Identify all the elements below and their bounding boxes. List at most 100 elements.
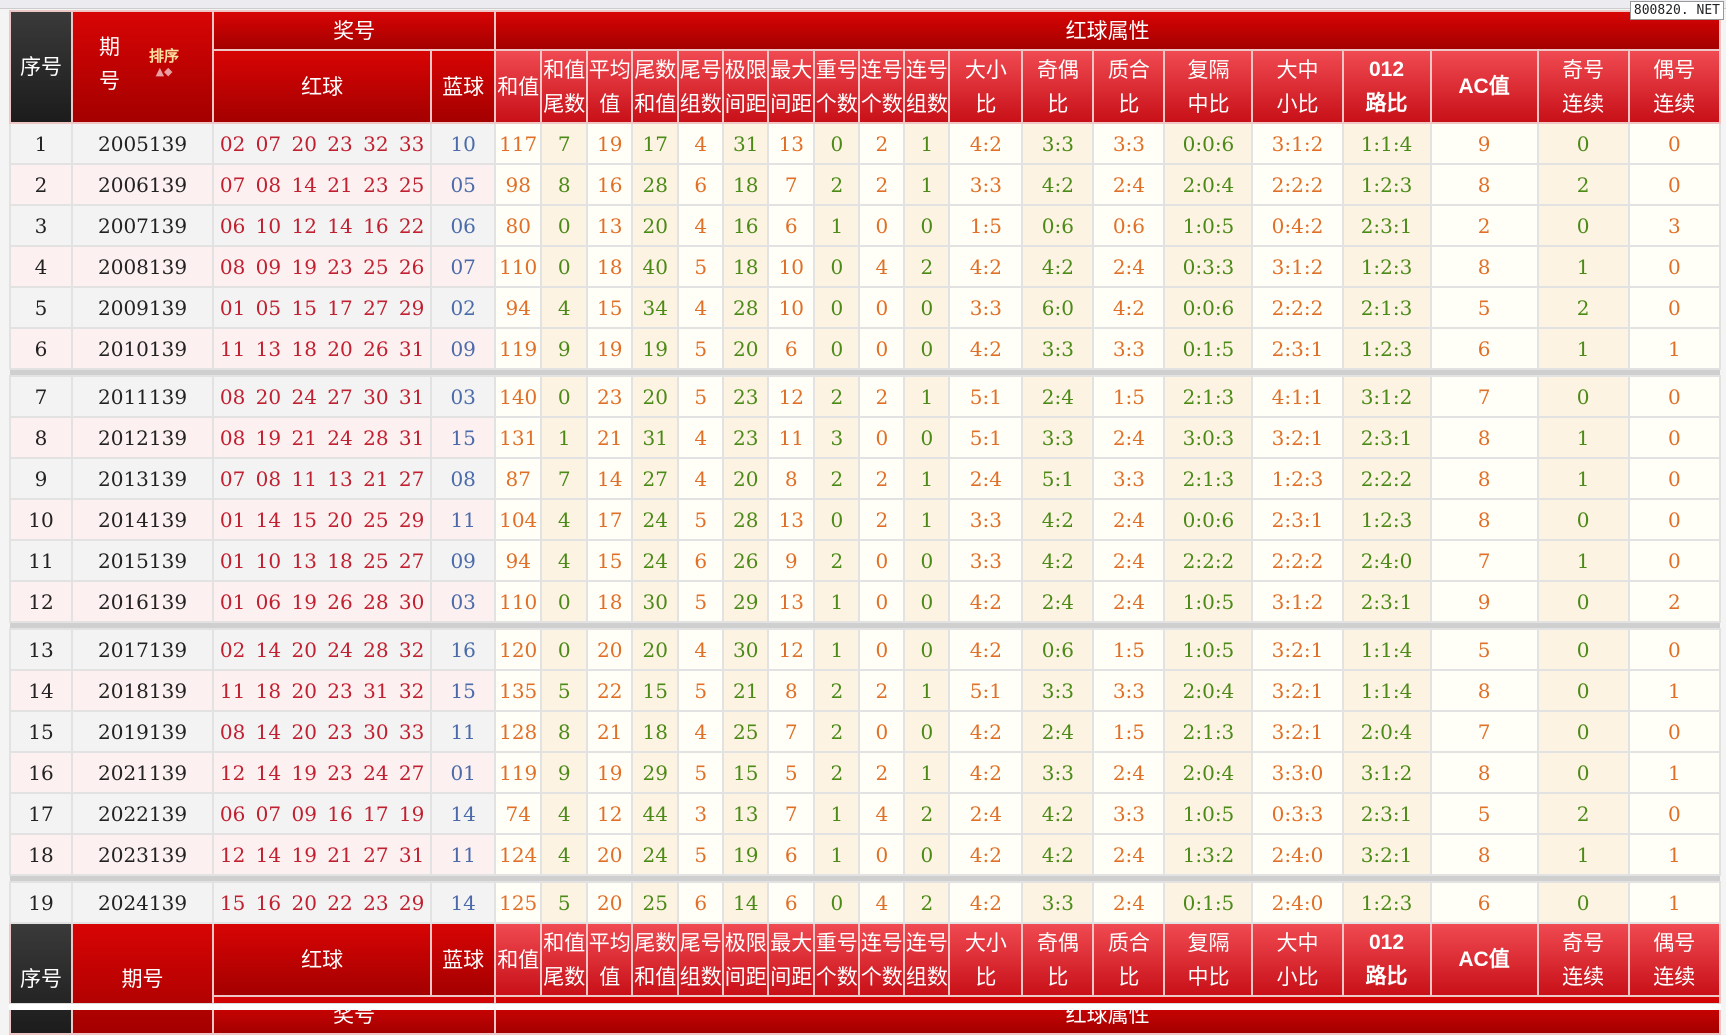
cell-attr-11: 4:2 (1021, 792, 1095, 835)
cell-attr-9: 0 (903, 833, 951, 876)
cell-attr-0: 110 (494, 245, 543, 288)
cell-attr-15: 1:2:3 (1341, 163, 1432, 206)
cell-attr-11: 2:4 (1021, 710, 1095, 753)
footer-attr-12: 质合 比 (1092, 922, 1166, 997)
cell-attr-1: 7 (540, 122, 589, 165)
sort-button[interactable]: 排序 ▲◆ (149, 47, 180, 78)
cell-red-balls: 07 08 11 13 21 27 (212, 457, 433, 500)
cell-red-balls: 07 08 14 21 23 25 (212, 163, 433, 206)
cell-attr-11: 5:1 (1021, 457, 1095, 500)
cell-attr-1: 9 (540, 751, 589, 794)
cell-attr-0: 110 (494, 580, 543, 623)
cell-red-balls: 02 07 20 23 32 33 (212, 122, 433, 165)
sort-arrows-icon[interactable]: ▲◆ (155, 65, 173, 78)
cell-attr-10: 4:2 (948, 327, 1024, 370)
cell-attr-2: 16 (586, 163, 634, 206)
cell-issue: 2012139 (71, 416, 215, 459)
cell-attr-10: 2:4 (948, 792, 1024, 835)
cell-attr-18: 0 (1627, 710, 1722, 753)
cell-attr-11: 4:2 (1021, 833, 1095, 876)
cell-attr-8: 0 (858, 286, 906, 329)
footer-area (9, 1003, 1721, 1010)
cell-blue-ball: 09 (430, 327, 497, 370)
cell-attr-12: 2:4 (1092, 580, 1166, 623)
cell-issue: 2010139 (71, 327, 215, 370)
cell-attr-9: 0 (903, 416, 951, 459)
header-attr-2: 平均 值 (586, 49, 634, 124)
cell-issue: 2021139 (71, 751, 215, 794)
footer-attr-17: 奇号 连续 (1536, 922, 1630, 997)
cell-attr-0: 124 (494, 833, 543, 876)
lottery-history-table: 序号期 号排序 ▲◆ 奖号 红球属性 红球 蓝球 和值 和值 尾数 平均 值尾数 和值 尾号 组数… (8, 10, 1722, 1035)
cell-attr-8: 0 (858, 833, 906, 876)
cell-attr-2: 15 (586, 539, 634, 582)
cell-attr-7: 1 (813, 628, 861, 671)
cell-attr-12: 2:4 (1092, 751, 1166, 794)
cell-attr-7: 2 (813, 163, 861, 206)
cell-attr-4: 5 (677, 245, 725, 288)
header-prize-group: 奖号 (212, 10, 497, 51)
cell-seq: 11 (8, 539, 74, 582)
cell-attr-14: 2:2:2 (1251, 163, 1344, 206)
cell-red-balls: 06 10 12 14 16 22 (212, 204, 433, 247)
cell-attr-11: 3:3 (1021, 327, 1095, 370)
cell-seq: 12 (8, 580, 74, 623)
cell-attr-12: 2:4 (1092, 416, 1166, 459)
cell-attr-18: 0 (1627, 457, 1722, 500)
cell-red-balls: 02 14 20 24 28 32 (212, 628, 433, 671)
cell-attr-3: 27 (631, 457, 680, 500)
cell-attr-5: 25 (722, 710, 770, 753)
cell-attr-13: 0:1:5 (1163, 881, 1254, 924)
cell-attr-2: 12 (586, 792, 634, 835)
cell-attr-16: 8 (1429, 163, 1539, 206)
cell-attr-7: 2 (813, 710, 861, 753)
cell-attr-3: 18 (631, 710, 680, 753)
cell-attr-10: 5:1 (948, 669, 1024, 712)
cell-attr-15: 3:1:2 (1341, 751, 1432, 794)
cell-attr-7: 0 (813, 122, 861, 165)
header-attr-16: AC值 (1429, 49, 1539, 124)
cell-attr-1: 4 (540, 792, 589, 835)
cell-attr-10: 3:3 (948, 286, 1024, 329)
cell-attr-13: 2:1:3 (1163, 710, 1254, 753)
cell-attr-18: 0 (1627, 792, 1722, 835)
cell-blue-ball: 05 (430, 163, 497, 206)
cell-attr-5: 28 (722, 286, 770, 329)
header-attr-group: 红球属性 (494, 10, 1721, 51)
footer-attr-7: 重号 个数 (813, 922, 861, 997)
cell-red-balls: 06 07 09 16 17 19 (212, 792, 433, 835)
cell-red-balls: 08 19 21 24 28 31 (212, 416, 433, 459)
header-attr-18: 偶号 连续 (1627, 49, 1722, 124)
cell-attr-0: 131 (494, 416, 543, 459)
cell-seq: 17 (8, 792, 74, 835)
cell-attr-11: 0:6 (1021, 628, 1095, 671)
header-attr-14: 大中 小比 (1251, 49, 1344, 124)
cell-attr-17: 2 (1536, 286, 1630, 329)
cell-attr-16: 8 (1429, 669, 1539, 712)
table-row: 6 2010139 11 13 18 20 26 31 09 119 9 19 19 5 20 6 0… (8, 327, 1722, 370)
cell-attr-16: 9 (1429, 122, 1539, 165)
header-red-ball: 红球 (212, 49, 433, 124)
cell-issue: 2007139 (71, 204, 215, 247)
cell-attr-5: 31 (722, 122, 770, 165)
cell-attr-15: 2:4:0 (1341, 539, 1432, 582)
cell-attr-3: 20 (631, 204, 680, 247)
cell-attr-10: 3:3 (948, 539, 1024, 582)
table-row: 16 2021139 12 14 19 23 24 27 01 119 9 19 29 5 15 5… (8, 751, 1722, 794)
cell-attr-4: 4 (677, 457, 725, 500)
cell-attr-14: 0:4:2 (1251, 204, 1344, 247)
cell-attr-9: 0 (903, 286, 951, 329)
footer-seq: 序号 (8, 922, 74, 1035)
cell-attr-11: 0:6 (1021, 204, 1095, 247)
cell-attr-17: 2 (1536, 792, 1630, 835)
cell-attr-12: 3:3 (1092, 669, 1166, 712)
cell-attr-7: 1 (813, 792, 861, 835)
cell-attr-9: 1 (903, 457, 951, 500)
cell-seq: 18 (8, 833, 74, 876)
cell-attr-5: 30 (722, 628, 770, 671)
cell-attr-3: 24 (631, 498, 680, 541)
cell-attr-0: 135 (494, 669, 543, 712)
cell-attr-3: 28 (631, 163, 680, 206)
cell-attr-9: 0 (903, 539, 951, 582)
cell-attr-18: 0 (1627, 122, 1722, 165)
